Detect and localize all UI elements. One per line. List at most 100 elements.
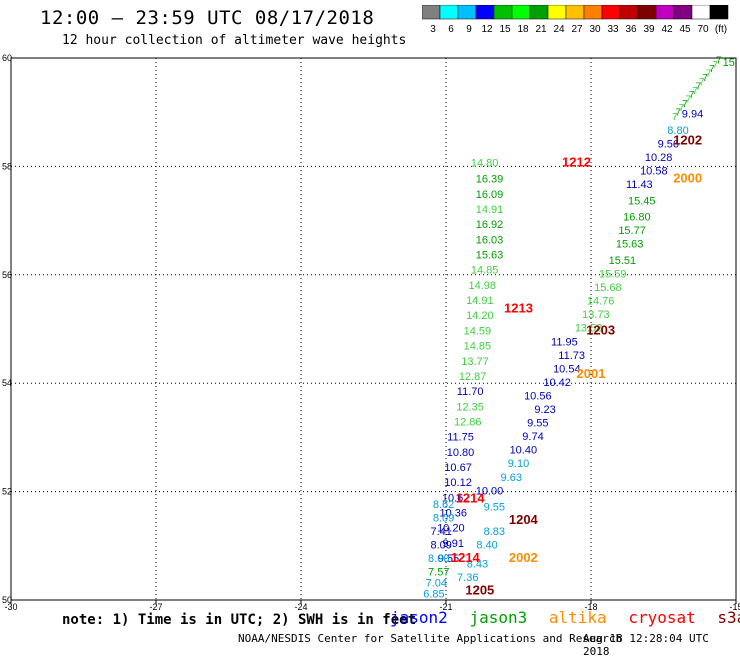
swh-value-label: 15.68 [594,282,622,294]
swh-value-label: 11.43 [626,179,653,191]
colorbar-label: 12 [481,24,493,35]
swh-value-label: 16.92 [476,219,504,231]
satellite-legend: jason2 jason3 altika cryosat s3a [390,608,740,627]
swh-value-label: 15.63 [476,250,504,262]
swh-value-label: 14.85 [464,341,492,353]
swh-value-label: 16.09 [476,189,504,201]
x-tick-label: -27 [149,602,162,610]
swh-value-label: 11.73 [558,350,585,362]
swh-value-label: 8.43 [467,558,488,570]
swh-value-label: 10.42 [543,377,571,389]
swh-value-label: 16.03 [476,234,504,246]
swh-value-label: 8.80 [667,125,688,137]
swh-value-label: 9.55 [527,418,548,430]
page-title: 12:00 — 23:59 UTC 08/17/2018 [40,7,375,29]
swh-value-label: 9.10 [508,458,529,470]
track-overlap-mark: 7 [709,64,715,75]
track-overlap-mark: 7 [713,60,719,71]
swh-value-label: 10.67 [444,462,472,474]
x-tick-label: -21 [439,602,452,610]
swh-value-label: 6.85 [423,588,444,600]
colorbar-label: 45 [679,24,691,35]
legend-altika: altika [548,608,607,627]
y-tick-label: 50 [2,595,12,605]
swh-value-label: 10.80 [447,447,475,459]
swh-value-label: 14.20 [466,310,494,322]
swh-value-label: 8.62 [433,499,454,511]
swh-value-label: 9.74 [522,431,543,443]
swh-value-label: 10.56 [524,390,552,402]
colorbar-label: (ft) [715,24,727,35]
colorbar-label: 27 [571,24,583,35]
track-overlap-mark: 7 [702,73,708,84]
colorbar-label: 42 [661,24,673,35]
swh-value-label: 13.77 [461,356,489,368]
swh-value-label: 11.70 [457,386,484,398]
colorbar-label: 15 [499,24,511,35]
pass-time-label: 1214 [451,550,481,565]
track-overlap-mark: 7 [699,77,705,88]
swh-value-label: 10.12 [444,477,472,489]
swh-value-label: 14.59 [464,325,492,337]
swh-value-label: 15 [723,57,735,69]
footer-credit: NOAA/NESDIS Center for Satellite Applica… [238,632,623,645]
swh-value-label: 15.63 [616,239,644,251]
colorbar-label: 18 [517,24,529,35]
legend-jason2: jason2 [390,608,448,627]
legend-jason3: jason3 [469,608,528,627]
swh-value-label: 12.35 [456,401,484,413]
track-overlap-mark: 7 [706,68,712,79]
track-overlap-mark: 7 [672,112,678,123]
swh-value-label: 9.63 [501,472,522,484]
swh-value-label: 9.56 [658,138,679,150]
track-overlap-mark: 7 [692,86,698,97]
colorbar-label: 30 [589,24,601,35]
swh-value-label: 8.09 [433,512,454,524]
colorbar-label: 33 [607,24,619,35]
swh-value-label: 14.76 [587,296,615,308]
pass-time-label: 1213 [504,301,533,316]
swh-value-label: 8.09 [430,540,451,552]
swh-value-label: 8.83 [484,526,505,538]
swh-value-label: 14.91 [476,204,504,216]
track-overlap-mark: 7 [679,103,685,114]
pass-time-label: 1205 [465,583,494,598]
track-overlap-mark: 7 [685,94,691,105]
colorbar-label: 3 [430,24,436,35]
legend-cryosat: cryosat [628,608,696,627]
swh-value-label: 7.57 [428,567,449,579]
y-tick-label: 52 [2,487,12,497]
swh-value-label: 12.87 [459,371,487,383]
swh-value-label: 10.00 [476,485,504,497]
swh-value-label: 11.75 [447,432,474,444]
swh-value-label: 9.91 [443,538,464,550]
pass-time-label: 2002 [509,550,538,565]
swh-value-label: 7.41 [430,526,451,538]
colorbar-label: 21 [535,24,547,35]
swh-value-label: 10.54 [553,363,581,375]
pass-time-label: 1212 [562,154,591,169]
swh-value-label: 13.73 [582,309,610,321]
note-text: note: 1) Time is in UTC; 2) SWH is in fe… [62,612,417,628]
swh-value-label: 12.86 [454,416,482,428]
swh-value-label: 15.45 [628,195,656,207]
swh-value-label: 11.95 [551,336,578,348]
swh-value-label: 13.58 [575,323,603,335]
swh-value-label: 16.39 [476,174,504,186]
footer-timestamp: Aug 18 12:28:04 UTC 2018 [583,632,709,658]
swh-value-label: 9.55 [438,553,459,565]
pass-time-label: 2000 [673,171,702,186]
y-tick-label: 56 [2,270,12,280]
swh-value-label: 10.36 [439,508,467,520]
colorbar-label: 36 [625,24,637,35]
plot-frame [10,57,737,601]
swh-value-label: 10.58 [640,166,668,178]
swh-value-label: 10.28 [645,152,673,164]
swh-value-label: 15.51 [609,255,637,267]
wave-height-chart: -30-27-24-21-18-155052545658607777777777… [2,53,740,610]
y-tick-label: 58 [2,161,12,171]
colorbar-swatch [709,5,729,20]
swh-value-label: 7.36 [457,572,478,584]
color-scale-legend: 3 6 9 12 15 18 21 24 27 30 33 36 39 42 45 70 (ft) [422,5,729,35]
track-overlap-mark: 7 [716,55,722,66]
